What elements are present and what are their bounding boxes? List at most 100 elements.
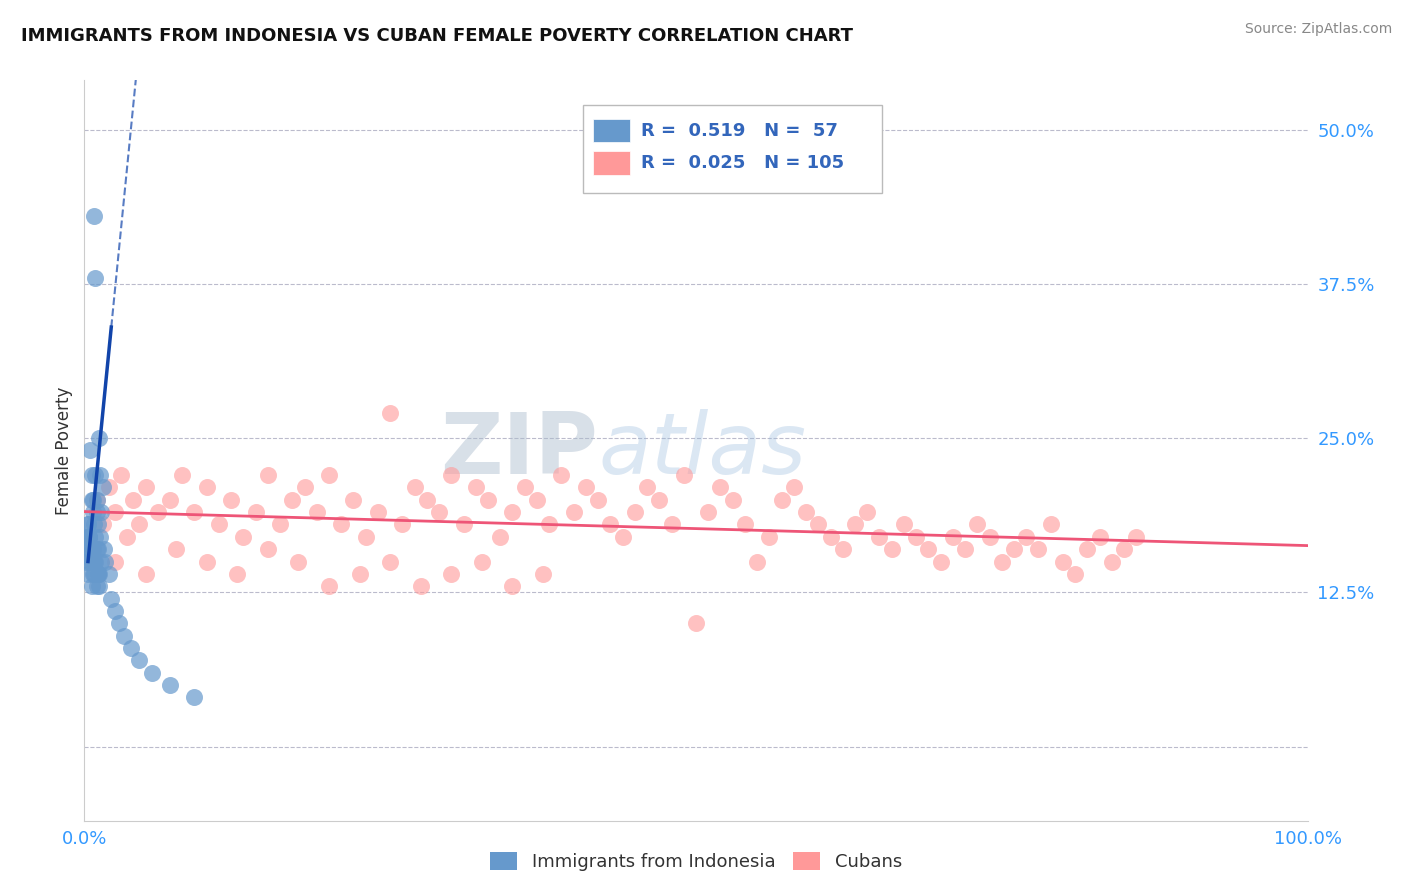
- Point: [477, 492, 499, 507]
- Point: [83, 517, 105, 532]
- Point: [294, 481, 316, 495]
- Point: [991, 555, 1014, 569]
- Point: [661, 517, 683, 532]
- Point: [453, 517, 475, 532]
- Point: [83, 555, 105, 569]
- Point: [90, 555, 112, 569]
- FancyBboxPatch shape: [593, 152, 630, 175]
- Point: [159, 678, 181, 692]
- Point: [91, 517, 114, 532]
- Point: [1125, 530, 1147, 544]
- Point: [440, 566, 463, 581]
- Point: [734, 517, 756, 532]
- Point: [107, 616, 129, 631]
- Point: [135, 481, 157, 495]
- Point: [893, 517, 915, 532]
- Point: [195, 555, 218, 569]
- Point: [1039, 517, 1062, 532]
- Point: [82, 542, 104, 557]
- Point: [709, 481, 731, 495]
- Point: [562, 505, 585, 519]
- Point: [318, 579, 340, 593]
- Point: [917, 542, 939, 557]
- Point: [104, 505, 127, 519]
- Point: [502, 579, 524, 593]
- Point: [1088, 530, 1111, 544]
- Point: [783, 481, 806, 495]
- Point: [770, 492, 793, 507]
- Point: [844, 517, 866, 532]
- Point: [349, 566, 371, 581]
- Point: [427, 505, 450, 519]
- Point: [636, 481, 658, 495]
- Point: [685, 616, 707, 631]
- Point: [77, 566, 100, 581]
- Point: [77, 517, 100, 532]
- Point: [367, 505, 389, 519]
- Point: [953, 542, 976, 557]
- Point: [128, 653, 150, 667]
- Point: [599, 517, 621, 532]
- Point: [82, 505, 104, 519]
- Point: [257, 468, 280, 483]
- Text: R =  0.519   N =  57: R = 0.519 N = 57: [641, 121, 838, 140]
- Point: [648, 492, 671, 507]
- Point: [208, 517, 231, 532]
- Point: [905, 530, 928, 544]
- Point: [87, 579, 110, 593]
- Point: [87, 517, 110, 532]
- Point: [80, 492, 103, 507]
- Point: [1002, 542, 1025, 557]
- Point: [1076, 542, 1098, 557]
- Point: [87, 542, 110, 557]
- FancyBboxPatch shape: [583, 104, 882, 193]
- Text: Source: ZipAtlas.com: Source: ZipAtlas.com: [1244, 22, 1392, 37]
- Point: [82, 492, 104, 507]
- Point: [87, 566, 110, 581]
- Point: [794, 505, 817, 519]
- Point: [538, 517, 561, 532]
- Point: [86, 492, 108, 507]
- Point: [87, 431, 110, 445]
- Point: [91, 481, 114, 495]
- Point: [612, 530, 634, 544]
- Point: [391, 517, 413, 532]
- Point: [979, 530, 1001, 544]
- Point: [281, 492, 304, 507]
- Point: [245, 505, 267, 519]
- Point: [86, 492, 108, 507]
- Point: [502, 505, 524, 519]
- Point: [79, 542, 101, 557]
- Point: [93, 542, 115, 557]
- Point: [89, 468, 111, 483]
- Point: [77, 530, 100, 544]
- Point: [586, 492, 609, 507]
- Point: [122, 492, 145, 507]
- Point: [531, 566, 554, 581]
- Point: [966, 517, 988, 532]
- Point: [80, 468, 103, 483]
- Point: [672, 468, 695, 483]
- Point: [404, 481, 426, 495]
- Point: [141, 665, 163, 680]
- Point: [80, 579, 103, 593]
- Point: [86, 542, 108, 557]
- Point: [79, 542, 101, 557]
- Point: [1114, 542, 1136, 557]
- Point: [380, 407, 402, 421]
- Text: R =  0.025   N = 105: R = 0.025 N = 105: [641, 154, 844, 172]
- Point: [758, 530, 780, 544]
- Point: [94, 555, 117, 569]
- Point: [83, 209, 105, 223]
- Point: [79, 443, 101, 458]
- Point: [183, 505, 205, 519]
- Point: [84, 468, 107, 483]
- Point: [165, 542, 187, 557]
- Point: [232, 530, 254, 544]
- Point: [97, 566, 120, 581]
- Point: [820, 530, 842, 544]
- Point: [84, 530, 107, 544]
- Point: [464, 481, 486, 495]
- Point: [128, 517, 150, 532]
- Point: [159, 492, 181, 507]
